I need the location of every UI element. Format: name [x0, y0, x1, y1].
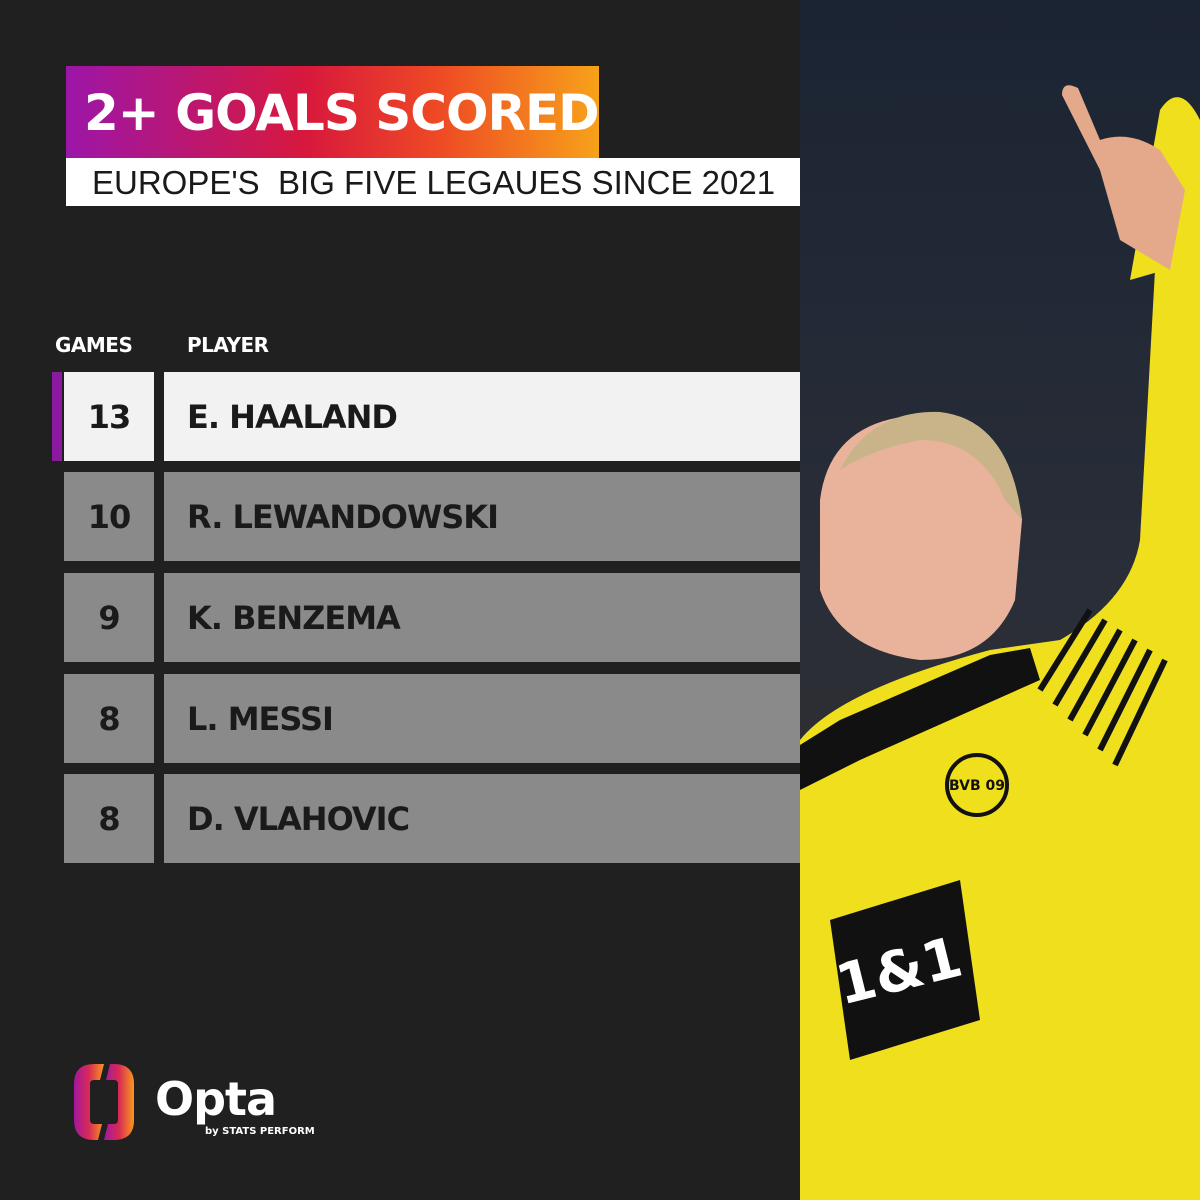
table-row: 9 K. BENZEMA — [64, 573, 800, 662]
games-cell: 9 — [64, 573, 154, 662]
table-row: 8 D. VLAHOVIC — [64, 774, 800, 863]
games-cell: 8 — [64, 674, 154, 763]
opta-tagline: by STATS PERFORM — [205, 1126, 315, 1137]
games-cell: 8 — [64, 774, 154, 863]
games-cell: 10 — [64, 472, 154, 561]
header-player: PLAYER — [187, 333, 269, 357]
player-cell: E. HAALAND — [164, 372, 800, 461]
player-cell: D. VLAHOVIC — [164, 774, 800, 863]
player-cell: L. MESSI — [164, 674, 800, 763]
player-cell: R. LEWANDOWSKI — [164, 472, 800, 561]
opta-wordmark: Opta — [155, 1072, 277, 1126]
sponsor-logo-icon — [830, 880, 980, 1060]
table-row: 10 R. LEWANDOWSKI — [64, 472, 800, 561]
games-cell: 13 — [64, 372, 154, 461]
table-row: 8 L. MESSI — [64, 674, 800, 763]
header-games: GAMES — [55, 333, 133, 357]
club-badge-text: BVB 09 — [949, 778, 1005, 794]
highlight-accent — [52, 372, 62, 461]
title: 2+ GOALS SCORED — [66, 66, 600, 158]
player-photo: BVB 09 1&1 — [800, 0, 1200, 1200]
subtitle: EUROPE'S BIG FIVE LEGAUES SINCE 2021 — [66, 158, 814, 206]
table-row: 13 E. HAALAND — [52, 372, 800, 461]
opta-logo-icon — [74, 1064, 134, 1140]
player-cell: K. BENZEMA — [164, 573, 800, 662]
club-badge-icon — [945, 753, 1009, 817]
